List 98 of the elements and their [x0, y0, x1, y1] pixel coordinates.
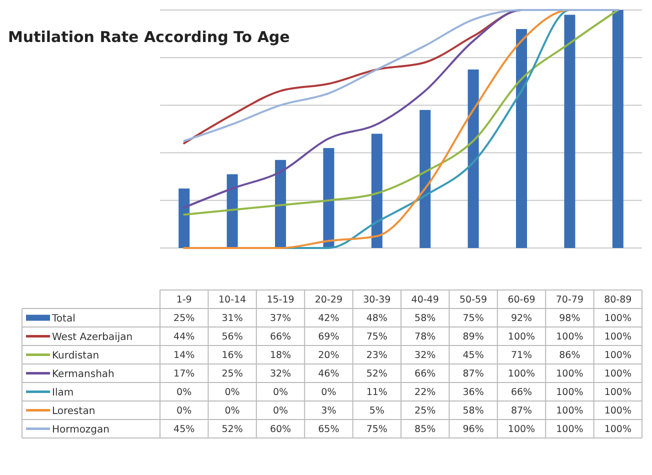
x-tick-label: 30-39	[363, 294, 391, 306]
data-label: 32%	[270, 368, 292, 380]
data-label: 36%	[462, 387, 484, 398]
bar	[564, 14, 576, 248]
data-label: 22%	[414, 387, 436, 398]
data-label: 100%	[604, 406, 632, 417]
data-label: 56%	[222, 332, 243, 343]
data-label: 45%	[462, 350, 484, 362]
x-tick-label: 70-79	[556, 294, 584, 306]
data-label: 17%	[174, 368, 195, 380]
bar	[420, 110, 431, 248]
data-label: 100%	[508, 424, 536, 436]
data-label: 58%	[414, 313, 436, 324]
legend-label: Ilam	[52, 387, 74, 398]
data-label: 100%	[556, 332, 584, 343]
data-label: 100%	[604, 350, 632, 362]
data-label: 100%	[508, 332, 536, 343]
bar	[178, 188, 190, 248]
data-label: 71%	[510, 350, 532, 362]
x-tick-label: 40-49	[411, 294, 439, 306]
data-label: 100%	[604, 424, 632, 436]
data-label: 100%	[556, 387, 584, 398]
data-label: 60%	[270, 424, 292, 436]
data-label: 44%	[174, 332, 195, 343]
data-label: 98%	[559, 313, 580, 324]
data-label: 78%	[414, 332, 436, 343]
data-label: 85%	[414, 424, 436, 436]
data-label: 20%	[318, 350, 340, 362]
data-label: 58%	[462, 406, 484, 417]
data-label: 52%	[366, 368, 388, 380]
x-tick-label: 80-89	[604, 294, 632, 306]
data-label: 87%	[462, 368, 484, 380]
data-label: 100%	[556, 368, 584, 380]
data-label: 0%	[224, 387, 240, 398]
bar	[275, 160, 286, 248]
bar	[226, 174, 238, 248]
text: Mutilation Rate According To Age	[8, 28, 290, 46]
data-label: 100%	[556, 424, 584, 436]
bar	[516, 29, 527, 248]
data-label: 45%	[174, 424, 195, 436]
data-label: 100%	[508, 368, 536, 380]
data-label: 46%	[318, 368, 340, 380]
legend-label: Total	[51, 313, 76, 324]
data-label: 23%	[366, 350, 388, 362]
x-tick-label: 10-14	[218, 294, 246, 306]
data-label: 92%	[510, 313, 532, 324]
data-label: 66%	[270, 332, 292, 343]
data-label: 16%	[222, 350, 243, 362]
legend-label: West Azerbaijan	[52, 332, 133, 343]
legend-label: Kermanshah	[52, 368, 114, 380]
data-label: 25%	[222, 368, 243, 380]
legend-label: Kurdistan	[52, 350, 100, 362]
data-label: 66%	[510, 387, 532, 398]
data-label: 75%	[462, 313, 484, 324]
data-label: 0%	[321, 387, 336, 398]
data-label: 69%	[318, 332, 340, 343]
x-tick-label: 60-69	[508, 294, 536, 306]
data-label: 96%	[462, 424, 484, 436]
data-label: 0%	[272, 406, 288, 417]
data-label: 75%	[366, 332, 388, 343]
data-label: 100%	[604, 332, 632, 343]
data-label: 66%	[414, 368, 436, 380]
data-label: 18%	[270, 350, 292, 362]
data-label: 87%	[510, 406, 532, 417]
data-label: 100%	[604, 368, 632, 380]
data-label: 14%	[174, 350, 195, 362]
data-label: 0%	[272, 387, 288, 398]
bar	[371, 134, 382, 248]
bar	[468, 70, 479, 248]
data-label: 3%	[321, 406, 336, 417]
data-label: 11%	[366, 387, 388, 398]
x-tick-label: 1-9	[176, 294, 192, 306]
data-label: 37%	[270, 313, 292, 324]
legend-label: Hormozgan	[52, 424, 110, 436]
x-tick-label: 20-29	[314, 294, 343, 306]
data-label: 89%	[462, 332, 484, 343]
data-label: 32%	[414, 350, 436, 362]
data-label: 48%	[366, 313, 388, 324]
data-label: 0%	[176, 387, 192, 398]
data-label: 65%	[318, 424, 340, 436]
data-label: 75%	[366, 424, 388, 436]
data-label: 5%	[369, 406, 384, 417]
data-label: 86%	[559, 350, 580, 362]
legend-label: Lorestan	[52, 406, 96, 417]
data-label: 0%	[176, 406, 192, 417]
data-label: 0%	[224, 406, 240, 417]
x-tick-label: 15-19	[266, 294, 294, 306]
bar	[612, 10, 624, 248]
bar	[323, 148, 334, 248]
data-label: 31%	[222, 313, 243, 324]
data-label: 25%	[414, 406, 436, 417]
x-tick-label: 50-59	[459, 294, 488, 306]
data-label: 42%	[318, 313, 340, 324]
data-label: 100%	[604, 387, 632, 398]
data-label: 100%	[556, 406, 584, 417]
data-label: 100%	[604, 313, 632, 324]
data-label: 52%	[222, 424, 243, 436]
data-label: 25%	[174, 313, 195, 324]
